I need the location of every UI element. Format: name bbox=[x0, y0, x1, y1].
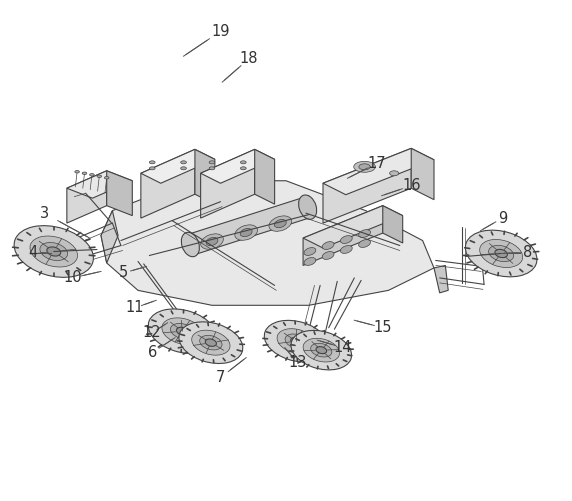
Polygon shape bbox=[303, 205, 403, 248]
Ellipse shape bbox=[176, 327, 188, 335]
Ellipse shape bbox=[277, 329, 315, 354]
Ellipse shape bbox=[240, 167, 246, 170]
Ellipse shape bbox=[90, 173, 94, 176]
Ellipse shape bbox=[353, 161, 375, 172]
Ellipse shape bbox=[209, 161, 215, 164]
Ellipse shape bbox=[205, 339, 216, 346]
Text: 15: 15 bbox=[374, 320, 392, 335]
Ellipse shape bbox=[149, 167, 155, 170]
Ellipse shape bbox=[340, 235, 352, 243]
Polygon shape bbox=[67, 171, 132, 198]
Ellipse shape bbox=[291, 338, 302, 345]
Text: 16: 16 bbox=[402, 178, 420, 193]
Ellipse shape bbox=[304, 258, 316, 266]
Polygon shape bbox=[323, 148, 411, 223]
Ellipse shape bbox=[47, 247, 61, 256]
Ellipse shape bbox=[181, 161, 186, 164]
Polygon shape bbox=[323, 148, 434, 195]
Ellipse shape bbox=[105, 176, 109, 179]
Ellipse shape bbox=[495, 249, 507, 258]
Ellipse shape bbox=[322, 252, 334, 260]
Ellipse shape bbox=[181, 232, 200, 257]
Polygon shape bbox=[434, 266, 448, 293]
Ellipse shape bbox=[359, 229, 371, 237]
Ellipse shape bbox=[291, 330, 352, 370]
Ellipse shape bbox=[14, 225, 93, 278]
Ellipse shape bbox=[82, 172, 87, 174]
Ellipse shape bbox=[304, 247, 316, 256]
Ellipse shape bbox=[240, 228, 252, 236]
Polygon shape bbox=[101, 210, 118, 263]
Polygon shape bbox=[303, 205, 383, 266]
Ellipse shape bbox=[75, 170, 80, 173]
Text: 5: 5 bbox=[119, 266, 128, 281]
Ellipse shape bbox=[359, 164, 370, 170]
Text: 14: 14 bbox=[333, 340, 352, 355]
Ellipse shape bbox=[240, 161, 246, 164]
Text: 17: 17 bbox=[368, 156, 387, 171]
Ellipse shape bbox=[97, 175, 102, 177]
Text: 7: 7 bbox=[216, 370, 225, 385]
Ellipse shape bbox=[179, 322, 243, 364]
Ellipse shape bbox=[30, 236, 78, 267]
Ellipse shape bbox=[209, 167, 215, 170]
Ellipse shape bbox=[269, 216, 292, 231]
Ellipse shape bbox=[264, 320, 328, 362]
Ellipse shape bbox=[149, 161, 155, 164]
Ellipse shape bbox=[40, 242, 67, 261]
Text: 9: 9 bbox=[498, 210, 507, 225]
Polygon shape bbox=[101, 181, 434, 305]
Text: 13: 13 bbox=[288, 355, 307, 370]
Polygon shape bbox=[255, 149, 275, 204]
Text: 3: 3 bbox=[39, 205, 49, 220]
Ellipse shape bbox=[148, 309, 217, 354]
Polygon shape bbox=[201, 149, 275, 183]
Ellipse shape bbox=[466, 230, 537, 277]
Polygon shape bbox=[141, 149, 215, 183]
Ellipse shape bbox=[311, 343, 332, 357]
Ellipse shape bbox=[200, 335, 222, 350]
Ellipse shape bbox=[162, 318, 203, 345]
Polygon shape bbox=[201, 149, 255, 218]
Ellipse shape bbox=[359, 239, 371, 247]
Ellipse shape bbox=[322, 241, 334, 249]
Ellipse shape bbox=[275, 219, 286, 227]
Polygon shape bbox=[195, 149, 215, 204]
Ellipse shape bbox=[340, 245, 352, 254]
Text: 18: 18 bbox=[240, 51, 258, 66]
Text: 4: 4 bbox=[28, 245, 37, 261]
Ellipse shape bbox=[488, 245, 514, 262]
Polygon shape bbox=[383, 205, 403, 243]
Ellipse shape bbox=[206, 237, 218, 245]
Ellipse shape bbox=[235, 225, 257, 240]
Polygon shape bbox=[411, 148, 434, 200]
Ellipse shape bbox=[285, 334, 307, 348]
Polygon shape bbox=[141, 149, 195, 218]
Text: 10: 10 bbox=[63, 271, 82, 286]
Ellipse shape bbox=[181, 167, 186, 170]
Ellipse shape bbox=[170, 324, 194, 339]
Ellipse shape bbox=[303, 338, 339, 362]
Ellipse shape bbox=[316, 347, 327, 354]
Polygon shape bbox=[107, 171, 132, 215]
Text: 8: 8 bbox=[523, 245, 533, 261]
Text: 6: 6 bbox=[148, 345, 157, 360]
Ellipse shape bbox=[201, 234, 223, 249]
Ellipse shape bbox=[299, 195, 317, 219]
Text: 11: 11 bbox=[126, 300, 144, 315]
Ellipse shape bbox=[480, 239, 523, 268]
Ellipse shape bbox=[192, 330, 230, 355]
Ellipse shape bbox=[390, 171, 399, 176]
Polygon shape bbox=[192, 196, 309, 256]
Text: 19: 19 bbox=[211, 24, 230, 39]
Polygon shape bbox=[67, 171, 107, 223]
Text: 12: 12 bbox=[143, 325, 161, 340]
